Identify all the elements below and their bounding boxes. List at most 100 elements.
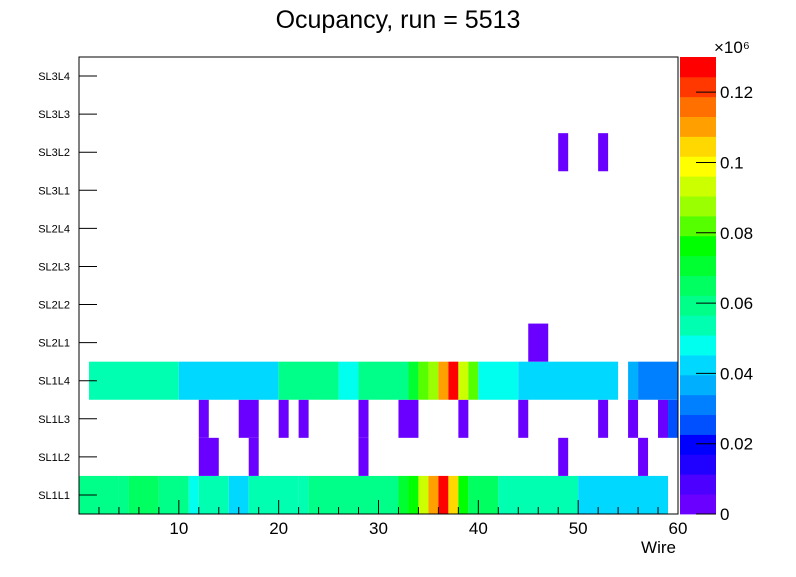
cell-sl1l1-12 (418, 475, 429, 514)
color-scale-swatch-6 (680, 374, 716, 396)
chart-title: Ocupancy, run = 5513 (276, 6, 521, 34)
x-tick-label-40: 40 (469, 519, 488, 538)
cell-sl1l1-4 (188, 475, 199, 514)
x-tick-label-20: 20 (269, 519, 288, 538)
cell-sl1l1-3 (158, 475, 189, 514)
cell-sl1l3-4 (358, 399, 369, 438)
cell-sl1l1-14 (438, 475, 449, 514)
cell-sl1l1-2 (128, 475, 159, 514)
cell-sl1l4-0 (88, 361, 179, 400)
y-tick-label-sl2l2: SL2L2 (38, 300, 70, 312)
cell-sl1l4-1 (178, 361, 279, 400)
heatmap-cells (79, 133, 678, 514)
cell-sl1l4-9 (448, 361, 459, 400)
y-tick-label-sl1l3: SL1L3 (38, 414, 70, 426)
cell-sl1l4-13 (518, 361, 619, 400)
cell-sl1l2-3 (558, 437, 569, 476)
y-tick-label-sl2l1: SL2L1 (38, 338, 70, 350)
y-tick-label-sl3l4: SL3L4 (38, 71, 70, 83)
cell-sl1l3-11 (668, 399, 678, 438)
y-axis: SL1L1 SL1L2 SL1L3 SL1L4 SL2L1 SL2L2 SL2L3 SL2L4… (38, 71, 97, 502)
color-scale-swatch-8 (680, 335, 716, 356)
cell-sl1l2-4 (638, 437, 649, 476)
color-scale-swatch-10 (680, 295, 716, 316)
plot-frame (78, 56, 679, 515)
color-scale-swatch-18 (680, 136, 716, 157)
x-tick-label-50: 50 (569, 519, 588, 538)
cell-sl1l3-8 (598, 399, 609, 438)
color-scale-swatch-1 (680, 474, 716, 495)
cell-sl1l3-10 (658, 399, 669, 438)
color-scale-tick-label-1: 0.02 (720, 435, 753, 454)
cell-sl1l2-1 (248, 437, 259, 476)
x-tick-label-60: 60 (669, 519, 688, 538)
cell-sl1l4-12 (478, 361, 519, 400)
cell-sl2l1-0 (528, 323, 549, 362)
color-scale-swatch-16 (680, 176, 716, 197)
cell-sl1l1-19 (578, 475, 669, 514)
cell-sl1l4-15 (638, 361, 678, 400)
color-scale-swatch-14 (680, 215, 716, 237)
color-scale-tick-label-4: 0.08 (720, 224, 753, 243)
cell-sl1l3-1 (238, 399, 259, 438)
cell-sl1l4-5 (408, 361, 419, 400)
y-tick-label-sl2l3: SL2L3 (38, 261, 70, 273)
y-tick-label-sl1l2: SL1L2 (38, 452, 70, 464)
cell-sl1l1-10 (398, 475, 409, 514)
color-scale-exponent: ×10⁶ (714, 38, 750, 57)
cell-sl1l3-2 (278, 399, 289, 438)
color-scale-swatch-5 (680, 394, 716, 416)
y-tick-label-sl3l1: SL3L1 (38, 185, 70, 197)
cell-sl1l1-13 (428, 475, 439, 514)
cell-sl1l4-2 (278, 361, 339, 400)
color-scale-tick-label-3: 0.06 (720, 294, 753, 313)
cell-sl1l4-3 (338, 361, 359, 400)
color-scale-swatch-20 (680, 96, 716, 118)
cell-sl1l4-8 (438, 361, 449, 400)
cell-sl1l4-7 (428, 361, 439, 400)
cell-sl1l4-6 (418, 361, 429, 400)
cell-sl1l4-4 (358, 361, 409, 400)
color-scale-swatch-4 (680, 414, 716, 435)
cell-sl1l1-1 (118, 475, 129, 514)
color-scale-swatch-13 (680, 235, 716, 257)
x-tick-label-10: 10 (169, 519, 188, 538)
color-scale-tick-label-0: 0 (720, 505, 729, 524)
cell-sl1l1-17 (468, 475, 499, 514)
cell-sl1l1-7 (248, 475, 299, 514)
y-tick-label-sl2l4: SL2L4 (38, 223, 70, 235)
color-scale-swatch-22 (680, 57, 716, 78)
cell-sl1l1-6 (228, 475, 249, 514)
color-scale-swatch-2 (680, 454, 716, 475)
cell-sl1l2-0 (198, 437, 219, 476)
cell-sl1l3-5 (398, 399, 419, 438)
cell-sl1l4-10 (458, 361, 469, 400)
cell-sl1l1-15 (448, 475, 459, 514)
cell-sl1l3-3 (298, 399, 309, 438)
cell-sl1l1-9 (308, 475, 399, 514)
cell-sl1l2-2 (358, 437, 369, 476)
color-scale-swatch-11 (680, 275, 716, 296)
cell-sl1l1-11 (408, 475, 419, 514)
color-scale-swatch-7 (680, 355, 716, 376)
cell-sl1l3-9 (628, 399, 639, 438)
cell-sl1l4-11 (468, 361, 479, 400)
y-tick-label-sl1l4: SL1L4 (38, 376, 70, 388)
y-tick-label-sl3l2: SL3L2 (38, 147, 70, 159)
color-scale-swatch-17 (680, 156, 716, 177)
cell-sl3l2-0 (558, 133, 569, 172)
color-scale-swatch-9 (680, 315, 716, 336)
x-tick-label-30: 30 (369, 519, 388, 538)
color-scale-swatch-12 (680, 255, 716, 276)
y-tick-label-sl1l1: SL1L1 (38, 490, 70, 502)
color-scale-tick-label-2: 0.04 (720, 364, 753, 383)
color-scale-swatch-21 (680, 76, 716, 98)
color-scale-swatch-19 (680, 116, 716, 137)
color-scale-swatch-15 (680, 196, 716, 217)
cell-sl1l4-14 (628, 361, 639, 400)
cell-sl1l1-5 (198, 475, 229, 514)
color-scale-swatch-0 (680, 494, 716, 515)
x-axis-label: Wire (641, 538, 676, 557)
